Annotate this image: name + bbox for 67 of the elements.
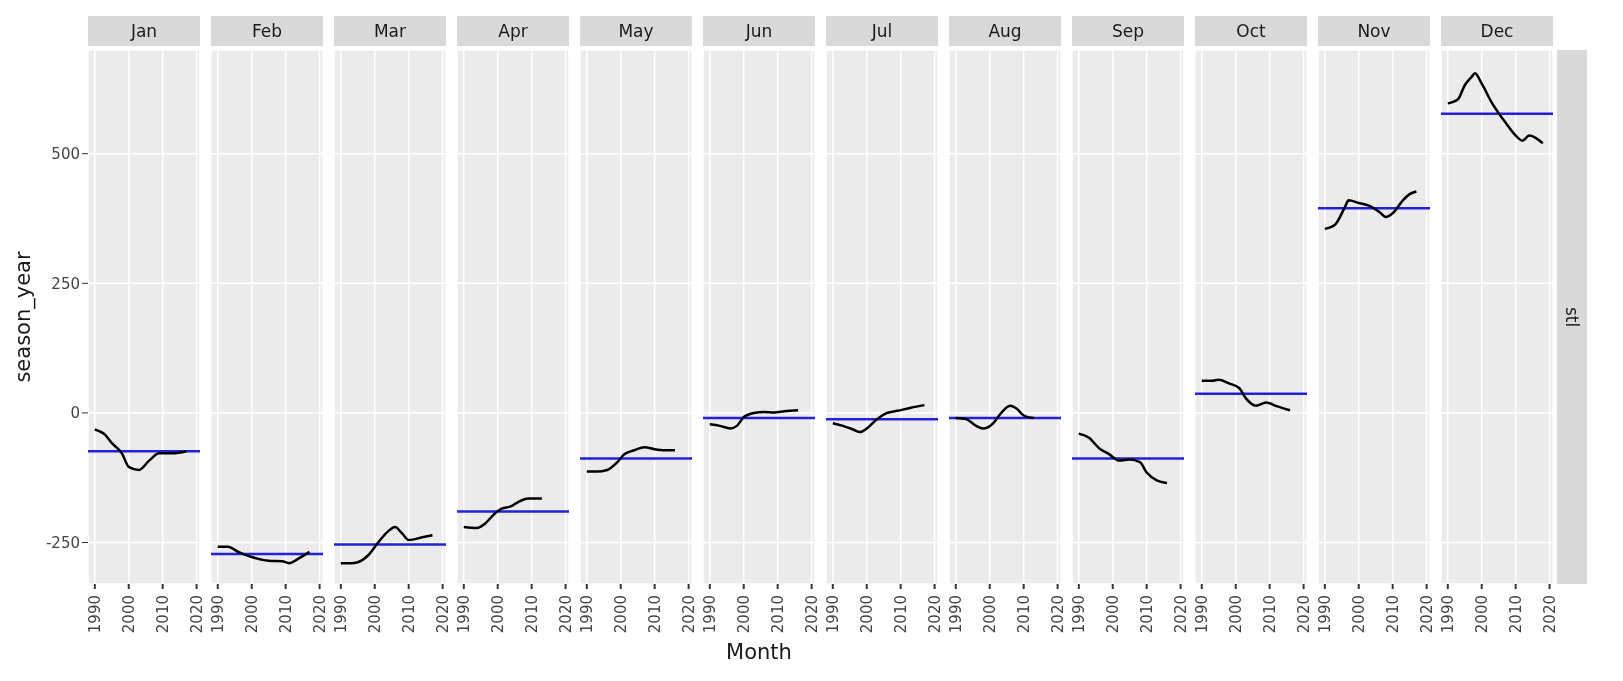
x-tick-label: 2020 [1171,595,1190,634]
x-tick-label: 2010 [1137,595,1156,634]
y-tick-label: 0 [70,404,80,423]
y-axis-title: season_year [11,251,35,383]
chart-title: Jul [826,16,938,46]
x-tick-label: 1990 [823,595,842,634]
x-tick-label: 2020 [556,595,575,634]
x-tick-label: 2010 [153,595,172,634]
x-tick-label: 2010 [1506,595,1525,634]
x-tick-label: 1990 [577,595,596,634]
chart-title: Apr [457,16,569,46]
x-tick-label: 1990 [1069,595,1088,634]
x-tick-label: 1990 [700,595,719,634]
chart-title: Jun [703,16,815,46]
x-tick-label: 1990 [1438,595,1457,634]
chart-title: Mar [334,16,446,46]
chart-title: Aug [949,16,1061,46]
x-tick-label: 2020 [187,595,206,634]
x-tick-label: 2000 [734,595,753,634]
x-tick-label: 2000 [1103,595,1122,634]
x-tick-label: 1990 [1192,595,1211,634]
x-tick-label: 2000 [119,595,138,634]
x-tick-label: 2010 [522,595,541,634]
chart-title: May [580,16,692,46]
x-axis-title: Month [725,640,793,664]
x-tick-label: 2020 [1540,595,1559,634]
x-tick-label: 1990 [208,595,227,634]
x-tick-label: 2000 [1226,595,1245,634]
x-tick-label: 2020 [1048,595,1067,634]
x-tick-label: 2010 [1383,595,1402,634]
chart-title: Jan [88,16,200,46]
x-tick-label: 2000 [242,595,261,634]
y-tick-label: 250 [51,274,80,293]
x-tick-label: 2000 [1472,595,1491,634]
x-tick-label: 1990 [946,595,965,634]
chart-title: Feb [211,16,323,46]
x-tick-label: 1990 [331,595,350,634]
x-tick-label: 2020 [802,595,821,634]
x-tick-label: 2020 [925,595,944,634]
x-tick-label: 1990 [1315,595,1334,634]
x-tick-label: 2010 [645,595,664,634]
x-tick-label: 2000 [980,595,999,634]
x-tick-label: 2020 [1417,595,1436,634]
x-tick-label: 2010 [768,595,787,634]
x-tick-label: 2000 [365,595,384,634]
x-tick-label: 2010 [399,595,418,634]
x-tick-label: 2010 [276,595,295,634]
x-tick-label: 2000 [857,595,876,634]
x-tick-label: 2000 [611,595,630,634]
x-tick-label: 1990 [454,595,473,634]
chart-title: Oct [1195,16,1307,46]
x-tick-label: 2020 [310,595,329,634]
x-tick-label: 2000 [1349,595,1368,634]
chart-title: Sep [1072,16,1184,46]
x-tick-label: 2020 [679,595,698,634]
x-tick-label: 1990 [85,595,104,634]
text: stl [1562,306,1582,328]
x-tick-label: 2010 [1014,595,1033,634]
y-tick-label: 500 [51,145,80,164]
x-tick-label: 2020 [433,595,452,634]
chart-title: Nov [1318,16,1430,46]
x-tick-label: 2020 [1294,595,1313,634]
x-tick-label: 2010 [1260,595,1279,634]
chart-title: Dec [1441,16,1553,46]
y-tick-label: -250 [45,533,80,552]
x-tick-label: 2000 [488,595,507,634]
x-tick-label: 2010 [891,595,910,634]
